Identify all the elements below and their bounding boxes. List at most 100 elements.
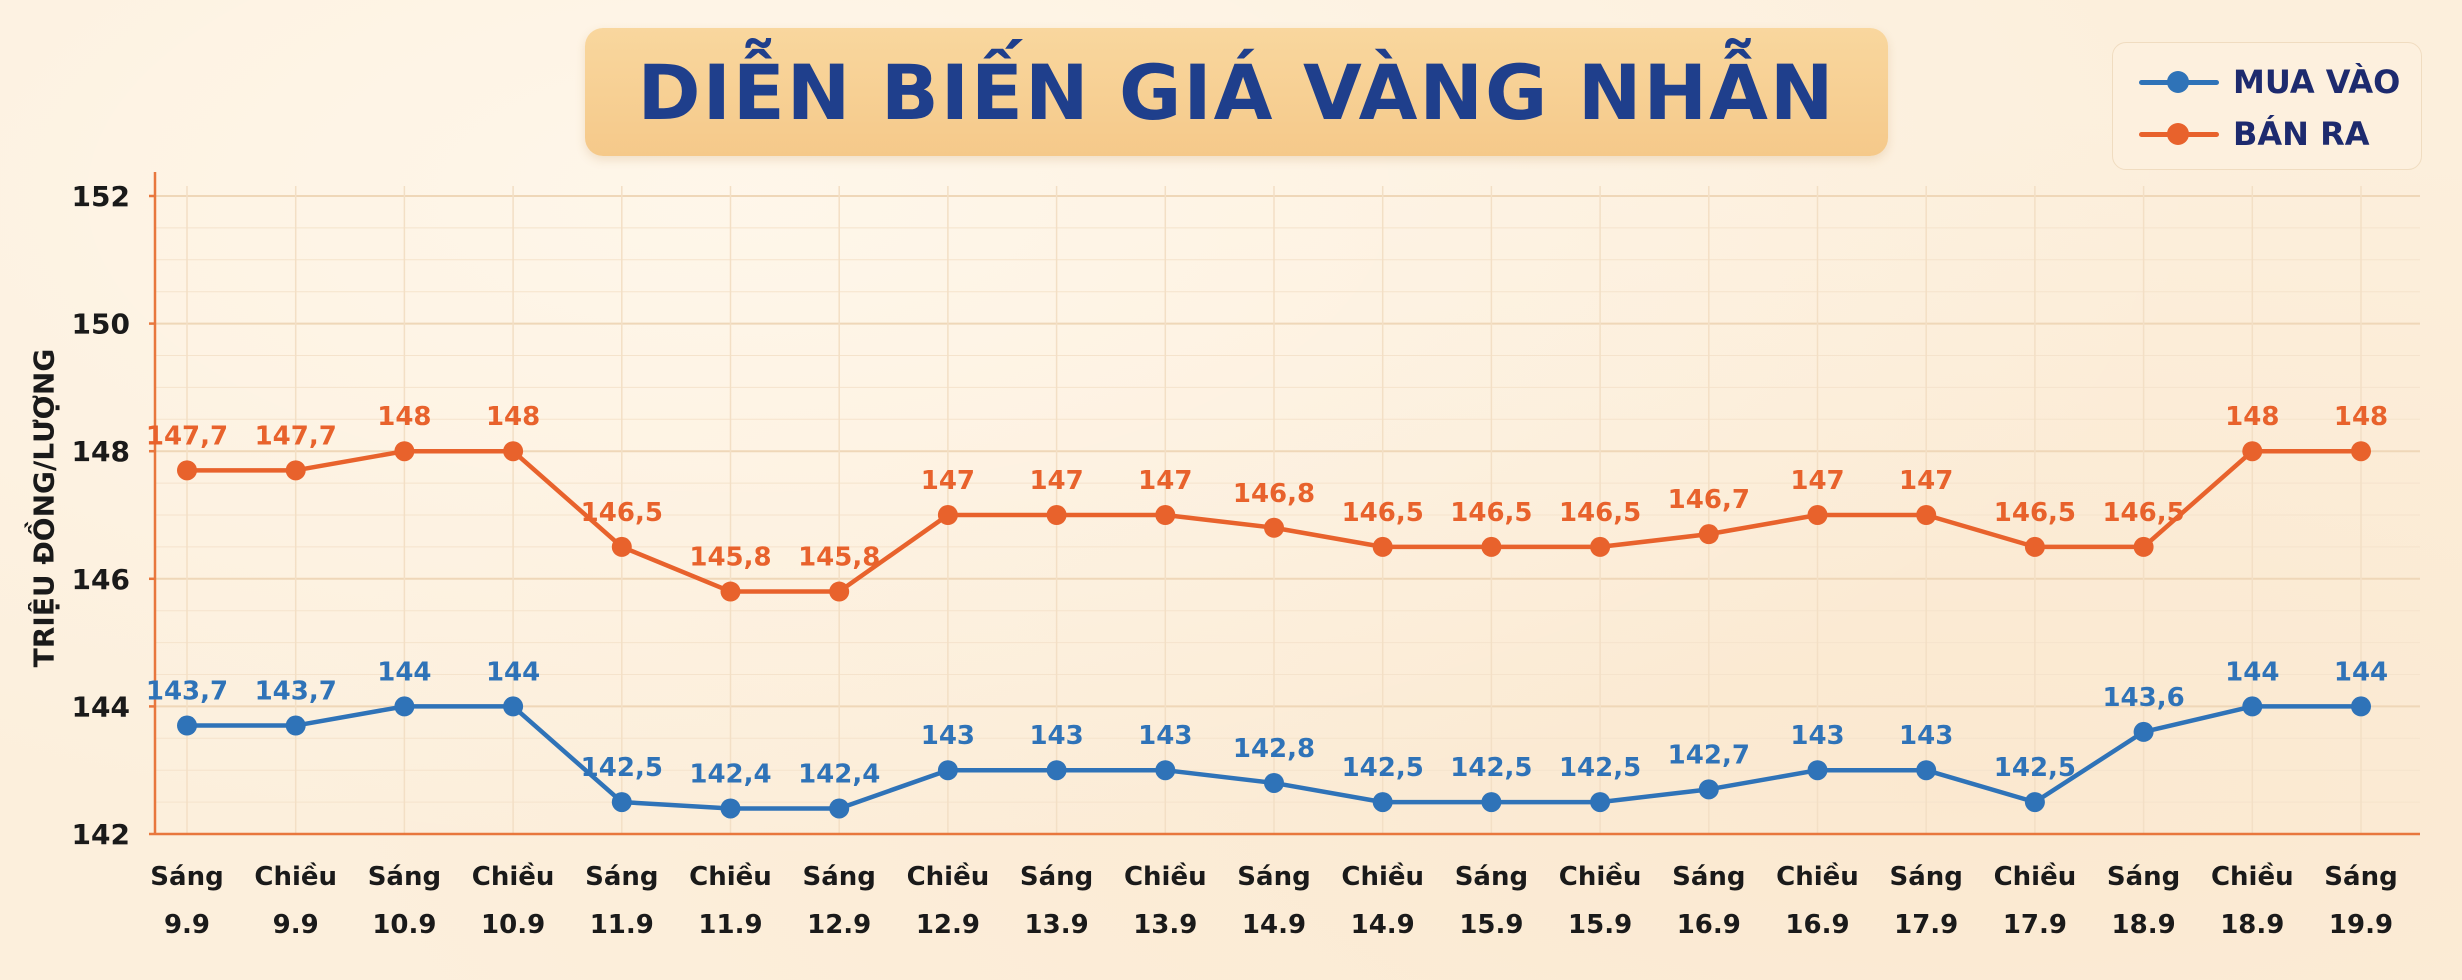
data-label-buy: 142,8 — [1233, 734, 1315, 764]
x-tick-label-session: Sáng — [1455, 862, 1528, 892]
data-label-sell: 147 — [1899, 466, 1953, 496]
data-label-buy: 142,5 — [1559, 753, 1641, 783]
data-point-buy — [394, 696, 415, 717]
data-label-buy: 142,5 — [1450, 753, 1532, 783]
x-tick-label-date: 13.9 — [1133, 910, 1197, 940]
data-label-sell: 147,7 — [255, 421, 337, 451]
x-tick-label-session: Sáng — [368, 862, 441, 892]
x-tick-label-date: 13.9 — [1025, 910, 1089, 940]
data-point-sell — [720, 581, 741, 602]
legend-item-sell: BÁN RA — [2139, 115, 2369, 153]
data-label-buy: 143 — [1029, 721, 1083, 751]
data-point-sell — [1698, 524, 1719, 545]
x-tick-label-date: 17.9 — [1894, 910, 1958, 940]
data-label-sell: 148 — [377, 402, 431, 432]
data-point-buy — [1807, 760, 1828, 781]
x-tick-label-date: 10.9 — [481, 910, 545, 940]
y-tick-label: 146 — [72, 563, 130, 596]
x-tick-label-session: Sáng — [1020, 862, 1093, 892]
x-tick-label-date: 16.9 — [1785, 910, 1849, 940]
data-label-buy: 144 — [2334, 657, 2388, 687]
x-tick-label-session: Chiều — [1776, 861, 1859, 892]
data-label-sell: 146,8 — [1233, 479, 1315, 509]
x-tick-label-session: Chiều — [1994, 861, 2077, 892]
legend-label-buy: MUA VÀO — [2233, 63, 2401, 101]
data-label-sell: 147 — [1138, 466, 1192, 496]
data-label-buy: 143,6 — [2102, 683, 2184, 713]
data-label-sell: 145,8 — [689, 543, 771, 573]
data-label-sell: 146,5 — [2102, 498, 2184, 528]
data-label-buy: 143,7 — [146, 677, 228, 707]
x-tick-label-session: Chiều — [907, 861, 990, 892]
x-tick-label-date: 18.9 — [2112, 910, 2176, 940]
data-point-sell — [1807, 505, 1828, 525]
x-tick-label-session: Sáng — [2324, 862, 2397, 892]
x-tick-label-date: 10.9 — [372, 910, 436, 940]
x-tick-label-session: Chiều — [689, 861, 772, 892]
x-tick-label-date: 15.9 — [1568, 910, 1632, 940]
data-label-sell: 148 — [2334, 402, 2388, 432]
title-banner: DIỄN BIẾN GIÁ VÀNG NHẪN — [585, 28, 1888, 156]
y-tick-label: 150 — [72, 308, 130, 341]
y-tick-label: 142 — [72, 818, 130, 851]
data-label-buy: 143 — [1790, 721, 1844, 751]
x-tick-label-date: 11.9 — [698, 910, 762, 940]
data-point-sell — [2024, 536, 2045, 557]
x-tick-label-date: 9.9 — [273, 910, 319, 940]
data-point-buy — [829, 798, 850, 819]
x-tick-label-date: 17.9 — [2003, 910, 2067, 940]
legend-swatch-sell — [2139, 119, 2219, 149]
legend-label-sell: BÁN RA — [2233, 115, 2370, 153]
x-tick-label-session: Chiều — [254, 861, 337, 892]
x-tick-label-date: 12.9 — [916, 910, 980, 940]
x-tick-label-session: Sáng — [1237, 862, 1310, 892]
data-point-buy — [2024, 792, 2045, 813]
data-point-sell — [1155, 505, 1176, 525]
data-point-sell — [611, 536, 632, 557]
x-tick-label-date: 19.9 — [2329, 910, 2393, 940]
data-label-sell: 146,5 — [581, 498, 663, 528]
x-tick-label-session: Chiều — [1559, 861, 1642, 892]
x-tick-label-session: Sáng — [802, 862, 875, 892]
x-tick-label-session: Chiều — [1124, 861, 1207, 892]
y-tick-label: 152 — [72, 180, 130, 213]
x-tick-label-date: 16.9 — [1677, 910, 1741, 940]
x-tick-label-session: Chiều — [2211, 861, 2294, 892]
data-label-buy: 142,4 — [689, 759, 771, 789]
data-point-sell — [1264, 517, 1284, 538]
legend-item-buy: MUA VÀO — [2139, 63, 2400, 101]
data-label-buy: 144 — [486, 657, 540, 687]
data-label-buy: 142,4 — [798, 759, 880, 789]
data-point-buy — [2133, 721, 2154, 742]
x-tick-label-session: Sáng — [150, 862, 223, 892]
chart-title: DIỄN BIẾN GIÁ VÀNG NHẪN — [637, 47, 1836, 137]
x-tick-label-date: 12.9 — [807, 910, 871, 940]
data-label-sell: 147 — [1790, 466, 1844, 496]
x-tick-label-date: 11.9 — [590, 910, 654, 940]
data-point-sell — [1372, 536, 1393, 557]
data-point-sell — [937, 505, 958, 525]
data-point-sell — [503, 441, 524, 462]
data-label-sell: 147,7 — [146, 421, 228, 451]
data-label-sell: 146,7 — [1668, 485, 1750, 515]
data-point-buy — [1481, 792, 1502, 813]
data-point-sell — [2133, 536, 2154, 557]
data-point-buy — [177, 715, 197, 736]
data-point-sell — [2242, 441, 2263, 462]
data-point-buy — [2351, 696, 2371, 717]
x-tick-label-date: 15.9 — [1459, 910, 1523, 940]
data-point-buy — [937, 760, 958, 781]
data-label-sell: 146,5 — [1559, 498, 1641, 528]
x-tick-label-date: 14.9 — [1351, 910, 1415, 940]
data-point-buy — [720, 798, 741, 819]
data-label-buy: 144 — [377, 657, 431, 687]
x-tick-label-session: Sáng — [1672, 862, 1745, 892]
data-label-sell: 146,5 — [1342, 498, 1424, 528]
data-point-sell — [2351, 441, 2371, 462]
data-point-buy — [611, 792, 632, 813]
data-point-sell — [829, 581, 850, 602]
data-point-buy — [1590, 792, 1611, 813]
legend-swatch-buy — [2139, 67, 2219, 97]
data-label-sell: 146,5 — [1994, 498, 2076, 528]
